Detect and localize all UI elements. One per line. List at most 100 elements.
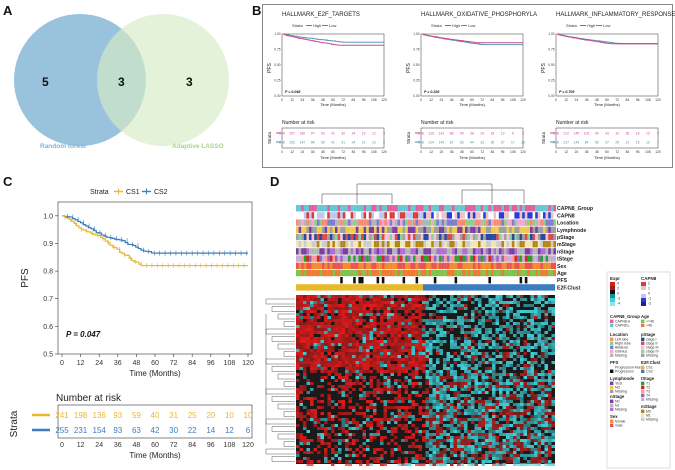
annotation-cell [413,241,416,248]
annotation-cell [428,262,432,269]
heatmap-cell-low [348,433,352,436]
heatmap-cell-high [457,385,461,388]
annotation-cell [298,269,302,277]
heatmap-cell-low [443,331,447,334]
heatmap-cell-low [338,457,342,460]
heatmap-cell-low [520,415,524,418]
annotation-row-label: Lymphnode [557,228,586,234]
heatmap-cell-low [453,376,457,379]
annotation-cell [387,255,390,262]
heatmap-cell-high [345,358,349,361]
heatmap-cell-high [471,358,475,361]
heatmap-cell-high [341,403,345,406]
heatmap-cell-low [383,340,387,343]
heatmap-cell-high [418,337,422,340]
heatmap-cell-low [488,298,492,301]
heatmap-cell-high [355,316,359,319]
heatmap-cell-low [513,439,517,442]
annotation-cell [452,269,455,277]
risk-high-count: 18 [491,132,495,136]
annotation-cell [540,219,544,226]
heatmap-cell-high [446,331,450,334]
annotation-cell [298,233,302,241]
annotation-cell [553,205,557,212]
heatmap-cell-low [488,409,492,412]
heatmap-cell-high [338,412,342,415]
heatmap-cell-low [516,457,520,460]
heatmap-cell-low [534,376,538,379]
annotation-cell [501,255,505,262]
heatmap-cell-high [520,451,524,454]
heatmap-cell-high [520,427,524,430]
risk-low-count: 41 [331,141,335,145]
heatmap-cell-low [464,364,468,367]
annotation-cell [478,262,481,269]
heatmap-cell-high [450,418,454,421]
annotation-cell [509,205,512,212]
heatmap-cell-high [320,346,324,349]
annotation-cell [363,241,367,248]
heatmap-cell-low [450,343,454,346]
legend-item-label: Progression-free [615,366,641,370]
annotation-cell [413,212,416,219]
annotation-cell [472,262,476,269]
heatmap-cell-low [446,409,450,412]
heatmap-cell-high [348,400,352,403]
legend-item-label: CS2 [646,370,653,374]
annotation-cell [498,241,502,248]
heatmap-cell-high [359,358,363,361]
risk-table-frame [281,127,385,149]
heatmap-cell-low [464,379,468,382]
annotation-cell [340,205,343,212]
heatmap-cell-high [443,409,447,412]
heatmap-cell-high [411,319,415,322]
heatmap-cell-high [415,358,419,361]
heatmap-cell-low [408,322,412,325]
heatmap-cell-high [502,358,506,361]
annotation-cell [483,219,486,226]
heatmap-cell-low [516,304,520,307]
heatmap-cell-high [362,415,366,418]
heatmap-cell-high [408,331,412,334]
heatmap-cell-high [352,382,356,385]
heatmap-cell-high [317,346,321,349]
heatmap-cell-low [530,400,534,403]
risk-high-count: 41 [331,132,335,136]
heatmap-cell-low [548,382,552,385]
heatmap-cell-low [516,406,520,409]
heatmap-cell-low [513,352,517,355]
risk-x-tick: 36 [450,150,454,154]
legend-swatch [610,407,614,411]
heatmap-cell-low [457,460,461,463]
heatmap-cell-low [481,409,485,412]
heatmap-cell-high [401,295,405,298]
annotation-cell [449,269,453,277]
annotation-cell [522,226,525,233]
heatmap-cell-low [499,301,503,304]
annotation-cell [501,226,505,233]
heatmap-cell-high [457,418,461,421]
annotation-cell [402,269,406,277]
heatmap-cell-low [506,301,510,304]
heatmap-cell-low [390,412,394,415]
clust-cs2-bar [423,284,555,291]
heatmap-cell-high [383,451,387,454]
heatmap-cell-high [450,448,454,451]
heatmap-cell-low [485,304,489,307]
heatmap-cell-high [404,361,408,364]
heatmap-cell-high [453,394,457,397]
heatmap-cell-high [439,421,443,424]
annotation-cell [493,205,497,212]
x-tick-label: 84 [188,360,196,367]
annotation-cell [387,219,390,226]
heatmap-cell-low [520,334,524,337]
legend-tick: -2 [648,302,651,306]
heatmap-cell-high [383,412,387,415]
annotation-cell [329,255,333,262]
annotation-cell [316,241,320,248]
heatmap-cell-low [464,325,468,328]
heatmap-cell-high [345,352,349,355]
heatmap-cell-low [548,373,552,376]
heatmap-cell-high [303,331,307,334]
heatmap-cell-low [460,445,464,448]
